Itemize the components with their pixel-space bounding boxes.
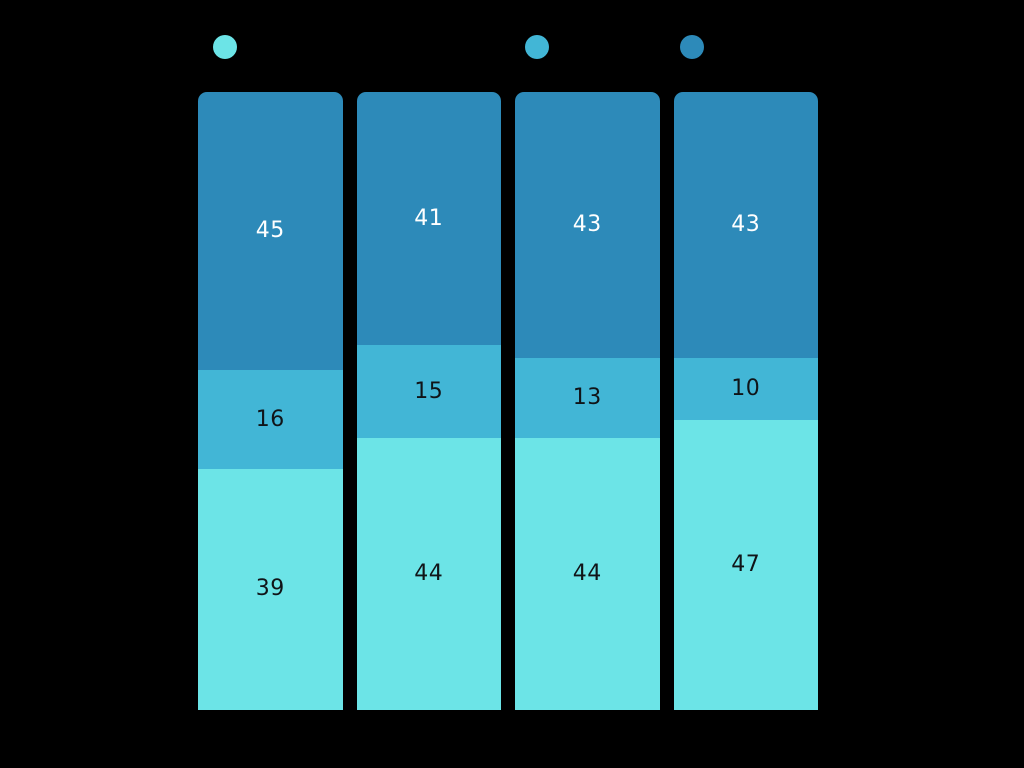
segment-value-label: 10 <box>731 375 761 401</box>
legend-circle-dot-icon-1 <box>213 35 237 59</box>
bar-3-segment-bottom-light-cyan: 44 <box>515 438 660 710</box>
bar-3-segment-top-dark-blue: 43 <box>515 92 660 358</box>
bar-column-4: 43 10 47 <box>673 92 818 710</box>
bar-1-segment-top-dark-blue: 45 <box>198 92 343 371</box>
segment-value-label: 44 <box>572 561 602 587</box>
segment-value-label: 15 <box>414 378 444 404</box>
bar-4-segment-middle-medium-cyan: 10 <box>673 357 818 420</box>
bar-column-1: 45 16 39 <box>198 92 343 710</box>
bar-4-segment-bottom-light-cyan: 47 <box>673 419 818 710</box>
stacked-bar-chart: 45 16 39 41 15 44 43 13 44 43 10 47 <box>198 92 818 710</box>
segment-value-label: 39 <box>255 576 285 602</box>
legend-circle-dot-icon-2 <box>525 35 549 59</box>
bar-column-2: 41 15 44 <box>356 92 501 710</box>
bar-2-segment-middle-medium-cyan: 15 <box>356 345 501 439</box>
segment-value-label: 13 <box>572 384 602 410</box>
bar-3-segment-middle-medium-cyan: 13 <box>515 357 660 439</box>
bar-2-segment-top-dark-blue: 41 <box>356 92 501 346</box>
bar-column-3: 43 13 44 <box>515 92 660 710</box>
legend <box>0 0 1024 70</box>
segment-value-label: 43 <box>572 211 602 237</box>
segment-value-label: 16 <box>255 406 285 432</box>
segment-value-label: 45 <box>255 218 285 244</box>
segment-value-label: 44 <box>414 561 444 587</box>
segment-value-label: 43 <box>731 211 761 237</box>
legend-circle-dot-icon-3 <box>680 35 704 59</box>
bar-1-segment-middle-medium-cyan: 16 <box>198 370 343 469</box>
segment-value-label: 47 <box>731 551 761 577</box>
bar-1-segment-bottom-light-cyan: 39 <box>198 468 343 710</box>
bar-2-segment-bottom-light-cyan: 44 <box>356 438 501 710</box>
segment-value-label: 41 <box>414 205 444 231</box>
bar-4-segment-top-dark-blue: 43 <box>673 92 818 358</box>
